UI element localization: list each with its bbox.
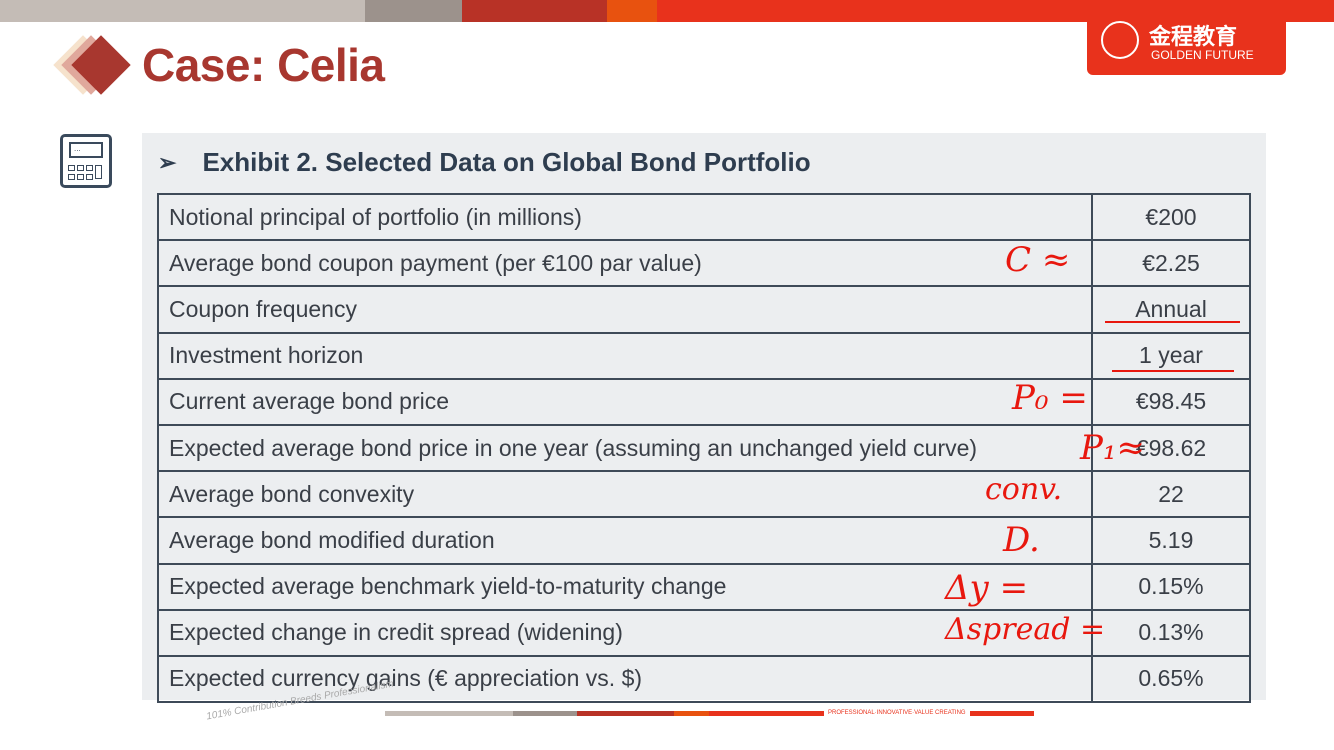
row-value: 0.15% [1091,562,1251,611]
annotation-underline [1112,370,1234,372]
footer-tagline: PROFESSIONAL·INNOVATIVE·VALUE CREATING [828,710,966,716]
row-label: Expected average bond price in one year … [157,423,1093,473]
row-label: Notional principal of portfolio (in mill… [157,192,1093,242]
row-value: 22 [1091,470,1251,519]
page-title: Case: Celia [142,39,385,91]
row-value: 0.65% [1091,654,1251,704]
row-value: €98.45 [1091,377,1251,426]
golden-future-logo: 金程教育 GOLDEN FUTURE [1087,15,1286,75]
table-row: Expected currency gains (€ appreciation … [157,654,1251,704]
row-value: €98.62 [1091,423,1251,473]
footer-bar: PROFESSIONAL·INNOVATIVE·VALUE CREATING [385,710,1034,716]
table-row: Expected average benchmark yield-to-matu… [157,562,1251,611]
exhibit-table: Notional principal of portfolio (in mill… [157,192,1251,704]
exhibit-title-text: Exhibit 2. Selected Data on Global Bond … [202,147,811,177]
logo-en: GOLDEN FUTURE [1151,48,1254,62]
row-label: Investment horizon [157,331,1093,380]
logo-cn: 金程教育 [1149,24,1238,49]
table-row: Average bond convexity 22 [157,470,1251,519]
row-label: Average bond convexity [157,470,1093,519]
logo-seal-icon [1101,21,1139,59]
table-row: Investment horizon 1 year [157,331,1251,380]
row-label: Average bond coupon payment (per €100 pa… [157,239,1093,288]
title-diamond-icon [52,34,132,96]
table-row: Coupon frequency Annual [157,285,1251,334]
row-value: €2.25 [1091,239,1251,288]
annotation-underline [1105,321,1240,323]
row-label: Coupon frequency [157,285,1093,334]
table-row: Current average bond price €98.45 [157,377,1251,426]
table-row: Expected average bond price in one year … [157,423,1251,473]
arrow-bullet-icon: ➢ [158,149,177,175]
row-label: Expected currency gains (€ appreciation … [157,654,1093,704]
table-row: Expected change in credit spread (wideni… [157,608,1251,657]
table-row: Average bond coupon payment (per €100 pa… [157,239,1251,288]
row-label: Average bond modified duration [157,516,1093,565]
exhibit-title: ➢ Exhibit 2. Selected Data on Global Bon… [158,147,811,178]
top-color-bar [0,0,1334,22]
row-value: 0.13% [1091,608,1251,657]
row-value: Annual [1091,285,1251,334]
table-row: Notional principal of portfolio (in mill… [157,192,1251,242]
row-label: Expected average benchmark yield-to-matu… [157,562,1093,611]
row-label: Current average bond price [157,377,1093,426]
table-row: Average bond modified duration 5.19 [157,516,1251,565]
row-label: Expected change in credit spread (wideni… [157,608,1093,657]
row-value: €200 [1091,192,1251,242]
calculator-icon: ... [60,134,112,188]
row-value: 5.19 [1091,516,1251,565]
